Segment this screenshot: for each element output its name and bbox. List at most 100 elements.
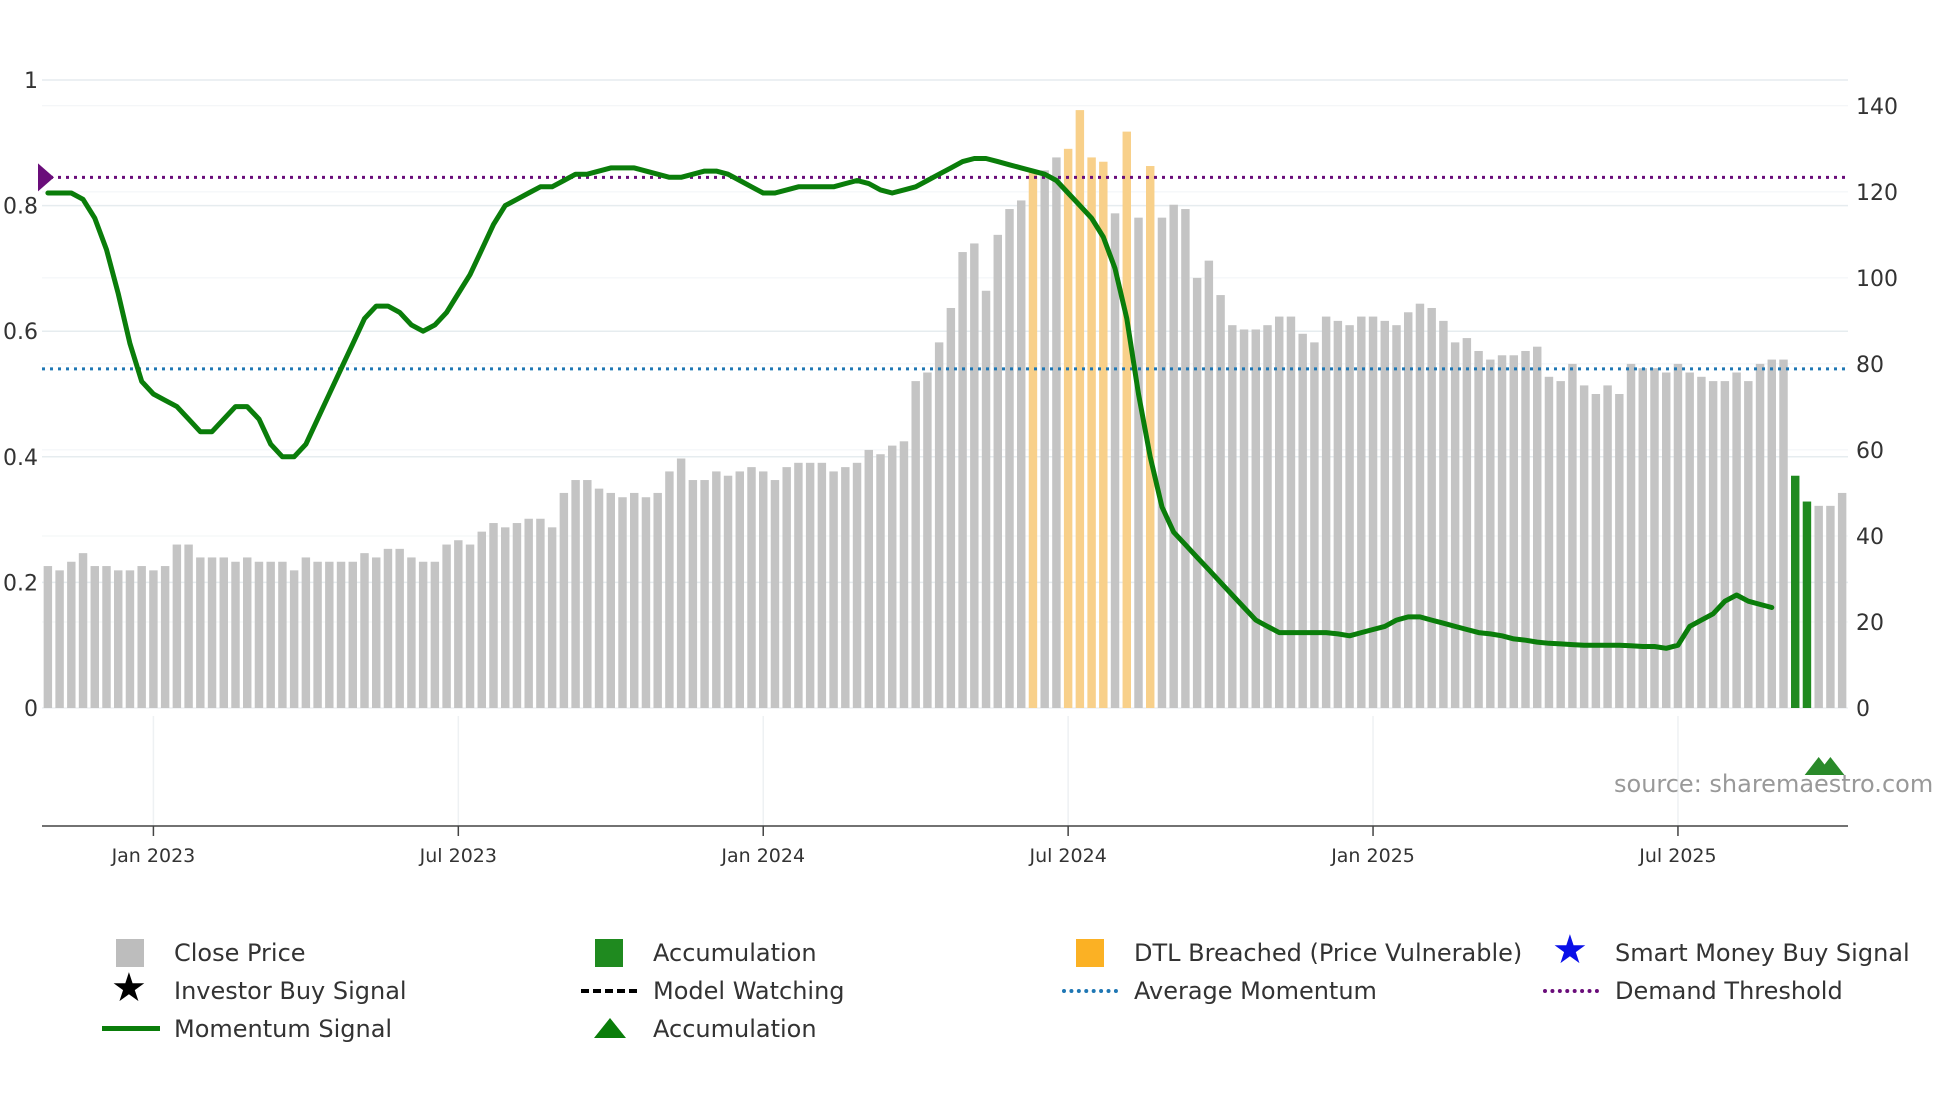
close-price-bar — [1568, 363, 1577, 708]
close-price-bar — [1345, 325, 1354, 708]
close-price-bar — [125, 570, 135, 708]
close-price-bar — [841, 467, 850, 708]
close-price-bar — [712, 471, 721, 708]
right-tick-label: 140 — [1856, 95, 1898, 120]
close-price-bar — [266, 561, 275, 708]
close-price-bar — [864, 449, 873, 708]
close-price-bar — [1755, 363, 1765, 708]
close-price-bar — [911, 381, 920, 708]
close-price-bar — [90, 566, 99, 708]
close-price-bar — [1591, 394, 1601, 708]
close-price-bar — [923, 372, 932, 708]
reference-lines — [38, 163, 1848, 371]
x-tick-label: Jan 2024 — [720, 845, 805, 867]
close-price-bar — [196, 557, 205, 708]
left-tick-label: 0.8 — [3, 195, 38, 220]
close-price-bar — [524, 518, 533, 708]
x-tick-label: Jan 2023 — [111, 845, 196, 867]
close-price-bar — [630, 492, 639, 708]
close-price-bar — [747, 467, 756, 708]
close-price-bar — [559, 492, 569, 708]
close-price-bar — [1017, 200, 1026, 708]
dtl-breached-bar — [1099, 161, 1108, 709]
close-price-bar — [465, 544, 475, 708]
close-price-bar — [1556, 381, 1565, 708]
close-price-bar — [1040, 170, 1049, 709]
close-price-bar — [1744, 381, 1753, 708]
close-price-bar — [1650, 368, 1659, 708]
close-price-bar — [1134, 217, 1143, 708]
close-price-bar — [547, 527, 557, 708]
close-price-bar — [114, 570, 123, 708]
close-price-bar — [536, 518, 545, 708]
close-price-bar — [700, 480, 709, 708]
close-price-bar — [1052, 157, 1061, 708]
close-price-bar — [688, 480, 698, 708]
close-price-bar — [1450, 342, 1460, 708]
close-price-bar — [1474, 350, 1483, 708]
close-price-bar — [1509, 355, 1518, 708]
close-price-bar — [606, 492, 615, 708]
close-price-bar — [993, 234, 1002, 709]
close-price-bar — [313, 561, 322, 708]
close-price-bar — [888, 445, 897, 708]
x-tick-label: Jul 2024 — [1028, 845, 1106, 867]
close-price-bar — [78, 553, 88, 708]
left-tick-label: 0.6 — [3, 320, 38, 345]
close-price-bar — [1157, 217, 1167, 708]
right-tick-label: 80 — [1856, 353, 1884, 378]
x-tick-label: Jul 2023 — [419, 845, 497, 867]
close-price-bar — [1392, 325, 1401, 708]
close-price-bar — [1251, 329, 1260, 708]
close-price-bar — [1380, 320, 1389, 708]
dtl-breached-bar — [1146, 166, 1155, 708]
close-price-bar — [489, 523, 498, 708]
dtl-breached-bar — [1122, 131, 1131, 708]
left-tick-label: 0.2 — [3, 571, 38, 596]
close-price-bar — [1368, 316, 1378, 708]
close-price-bar — [1228, 325, 1237, 708]
right-tick-label: 40 — [1856, 525, 1884, 550]
close-price-bar — [1673, 363, 1683, 708]
close-price-bar — [1638, 368, 1647, 708]
close-price-bar — [1216, 295, 1225, 708]
close-price-bar — [981, 290, 991, 708]
close-price-bar — [1357, 316, 1366, 708]
close-price-bar — [207, 557, 217, 708]
close-price-bar — [1005, 209, 1014, 709]
grid-lines — [42, 79, 1848, 826]
close-price-bar — [594, 488, 604, 708]
close-price-bar — [829, 471, 838, 708]
close-price-bar — [665, 471, 674, 708]
right-tick-label: 100 — [1856, 267, 1898, 292]
close-price-bar — [1427, 307, 1436, 708]
close-price-bar — [325, 561, 334, 708]
close-price-bar — [418, 561, 428, 708]
close-price-bar — [336, 561, 346, 708]
dtl-breached-bar — [1087, 157, 1096, 708]
close-price-bar — [1404, 312, 1413, 708]
close-price-bar — [43, 566, 53, 708]
close-price-bar — [1462, 338, 1472, 708]
left-tick-label: 0 — [24, 697, 38, 722]
close-price-bar — [1626, 363, 1636, 708]
close-price-bar — [1814, 505, 1823, 708]
close-price-bar — [1779, 359, 1788, 708]
close-price-bar — [1263, 325, 1272, 708]
close-price-bar — [442, 544, 451, 708]
close-price-bar — [735, 471, 744, 708]
close-price-bar — [184, 544, 193, 708]
close-price-bar — [1533, 346, 1542, 708]
close-price-bar — [1662, 372, 1671, 708]
close-price-bar — [160, 566, 170, 708]
close-price-bar — [1521, 350, 1530, 708]
close-price-bar — [55, 570, 64, 708]
close-price-bar — [934, 342, 944, 708]
close-price-bar — [1767, 359, 1776, 708]
close-price-bar — [1720, 381, 1730, 708]
close-price-bar — [1286, 316, 1296, 708]
demand-threshold-marker — [38, 163, 54, 192]
close-price-bar — [254, 561, 264, 708]
close-price-bar — [1439, 320, 1448, 708]
close-price-bar — [641, 497, 651, 708]
